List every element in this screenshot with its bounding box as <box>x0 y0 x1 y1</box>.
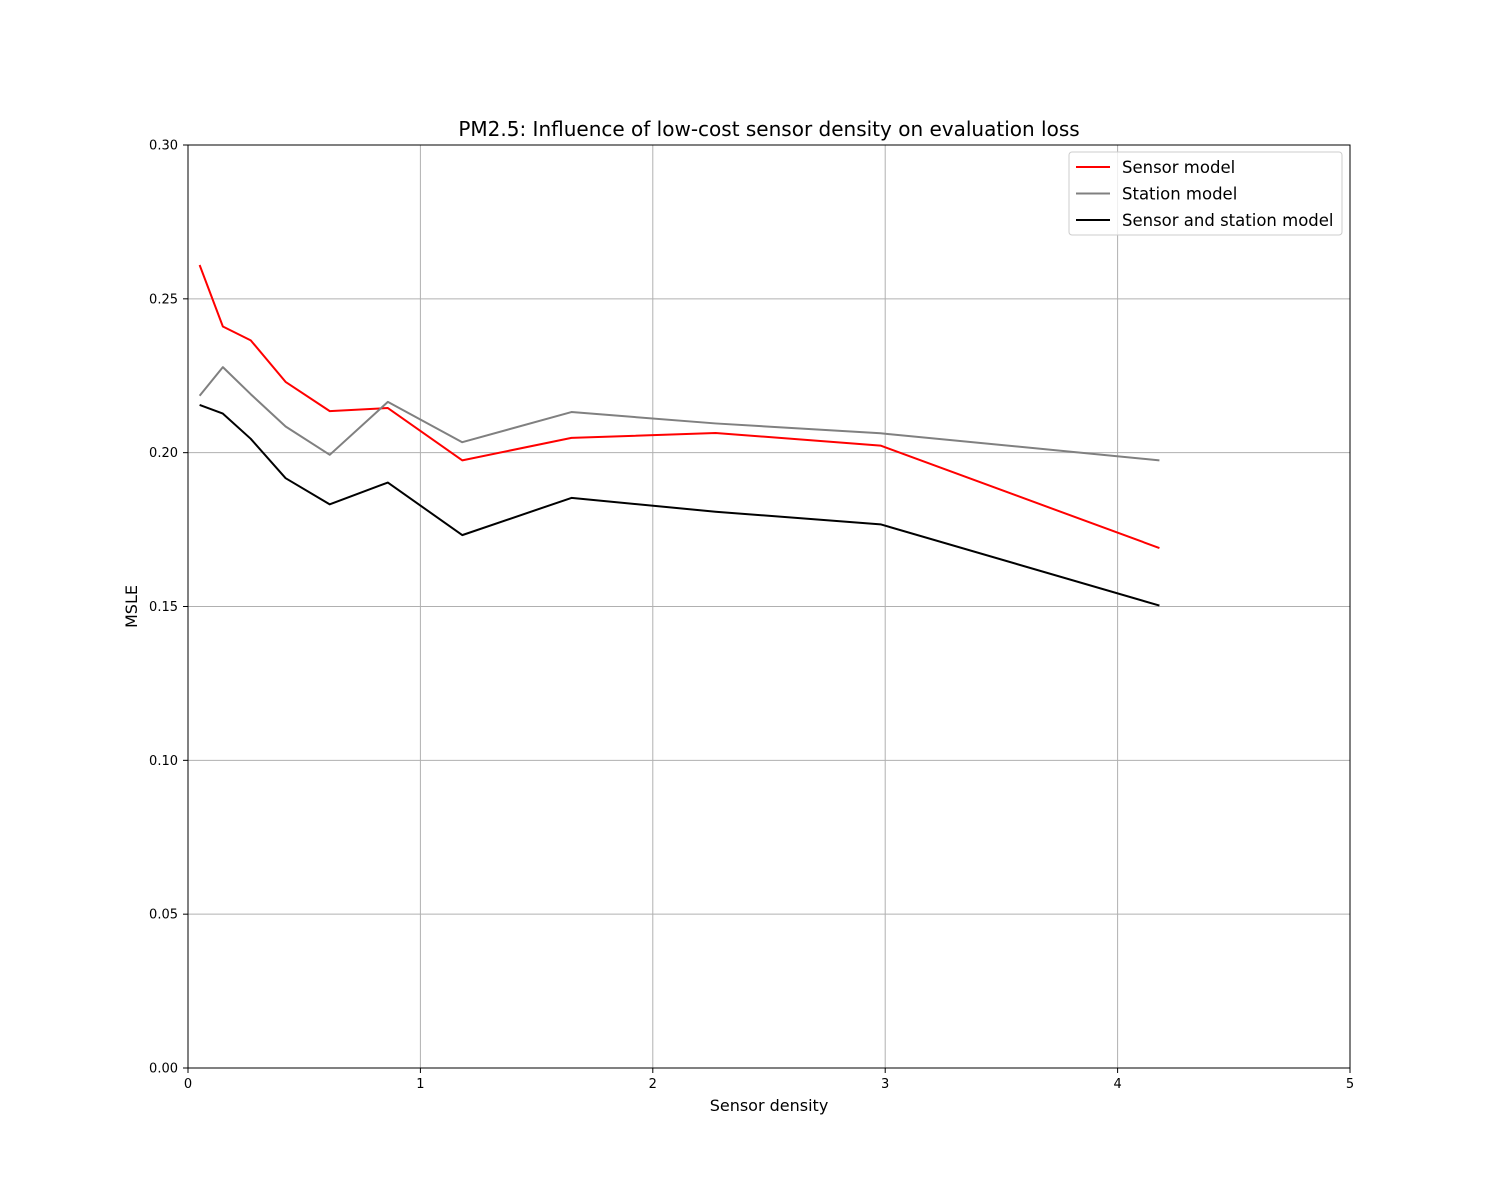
y-tick-label: 0.25 <box>149 292 178 307</box>
y-tick-label: 0.00 <box>149 1062 178 1077</box>
x-tick-label: 3 <box>881 1077 889 1092</box>
series-line-station-model <box>198 366 1160 462</box>
y-tick-label: 0.05 <box>149 908 178 923</box>
y-tick-label: 0.15 <box>149 600 178 615</box>
legend-label: Sensor model <box>1122 158 1235 177</box>
x-tick-label: 1 <box>416 1077 424 1092</box>
legend-box <box>1068 151 1343 236</box>
series-line-sensor-model <box>198 264 1160 549</box>
grid-lines <box>187 144 1351 1069</box>
series-line-sensor-and-station-model <box>199 404 1160 607</box>
legend-label: Station model <box>1122 185 1237 204</box>
x-tick-label: 0 <box>184 1077 192 1092</box>
series-lines <box>198 264 1160 607</box>
y-tick-label: 0.30 <box>149 139 178 154</box>
x-tick-label: 2 <box>649 1077 657 1092</box>
x-tick-label: 5 <box>1346 1077 1354 1092</box>
chart-title: PM2.5: Influence of low-cost sensor dens… <box>458 117 1079 141</box>
axis-ticks: 0 1 2 3 4 5 0.00 0.05 0.10 0.15 0.20 0.25 0.30 <box>149 139 1354 1093</box>
y-tick-label: 0.10 <box>149 754 178 769</box>
x-axis-label: Sensor density <box>710 1096 829 1115</box>
y-tick-label: 0.20 <box>149 446 178 461</box>
legend-label: Sensor and station model <box>1122 211 1334 230</box>
y-axis-label: MSLE <box>122 585 141 628</box>
legend: Sensor model Station model Sensor and stat… <box>1068 151 1343 236</box>
x-tick-label: 4 <box>1113 1077 1121 1092</box>
